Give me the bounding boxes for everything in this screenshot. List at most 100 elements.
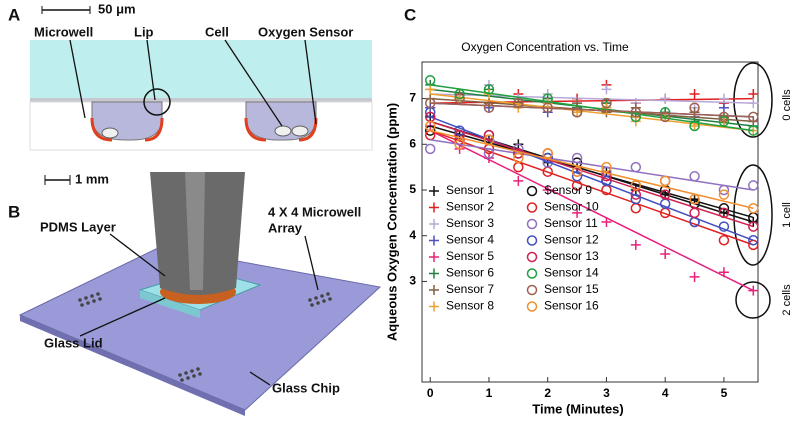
- legend-entry: Sensor 15: [526, 282, 599, 296]
- legend-entry: Sensor 16: [526, 299, 599, 313]
- point: [659, 175, 671, 187]
- legend-marker: [526, 284, 538, 296]
- y-axis-label: Aqueous Oxygen Concentration (ppm): [384, 103, 399, 341]
- point: [748, 239, 759, 251]
- legend-entry: Sensor 9: [526, 183, 592, 197]
- panel-label: A: [8, 5, 20, 24]
- legend-marker: [526, 202, 538, 213]
- point: [689, 120, 700, 132]
- label: Glass Chip: [272, 380, 340, 395]
- point: [660, 93, 671, 104]
- point: [718, 189, 730, 200]
- chart-title: Oxygen Concentration vs. Time: [461, 40, 629, 54]
- fit-line: [429, 129, 754, 292]
- point: [425, 84, 436, 95]
- legend-entry: Sensor 4: [429, 233, 494, 247]
- legend-label: Sensor 9: [544, 183, 592, 197]
- legend-label: Sensor 3: [446, 216, 494, 230]
- point: [424, 120, 436, 132]
- legend-label: Sensor 10: [544, 200, 599, 214]
- pointers: [69, 39, 317, 127]
- point: [689, 207, 700, 219]
- point: [483, 129, 495, 141]
- legend-entry: Sensor 14: [526, 266, 599, 280]
- point: [630, 161, 642, 173]
- y-tick-label: 4: [409, 228, 416, 242]
- fit-line: [430, 138, 754, 191]
- x-axis-label: Time (Minutes): [532, 401, 624, 416]
- series: [424, 93, 759, 123]
- y-tick-label: 7: [409, 91, 416, 105]
- point: [718, 102, 729, 113]
- legend-label: Sensor 4: [446, 233, 494, 247]
- point: [483, 102, 495, 113]
- fit-line: [430, 84, 754, 132]
- legend-entry: Sensor 3: [429, 216, 494, 230]
- sensor: [244, 117, 267, 142]
- x-tick-label: 2: [544, 386, 551, 400]
- y-tick-label: 3: [409, 274, 416, 288]
- point: [660, 249, 671, 259]
- legend-label: Sensor 7: [446, 282, 494, 296]
- point: [601, 161, 612, 173]
- cell: [274, 125, 292, 137]
- legend-marker: [429, 268, 439, 279]
- point: [748, 235, 759, 246]
- legend-marker: [429, 235, 439, 246]
- legend-marker: [429, 202, 439, 213]
- point: [630, 239, 641, 250]
- point: [454, 139, 465, 150]
- series: [424, 120, 759, 214]
- legend-entry: Sensor 1: [429, 183, 494, 197]
- point: [571, 107, 583, 118]
- x-tick-label: 0: [427, 386, 434, 400]
- x-tick-label: 5: [721, 386, 728, 400]
- legend-entry: Sensor 5: [429, 249, 494, 263]
- legend-marker: [526, 235, 538, 246]
- point: [689, 271, 700, 282]
- legend-label: Sensor 8: [446, 299, 494, 313]
- label: 4 X 4 Microwell: [268, 204, 361, 219]
- point: [718, 111, 730, 123]
- panel-label: C: [404, 5, 416, 24]
- pointers: [79, 233, 319, 386]
- legend-label: Sensor 5: [446, 249, 494, 263]
- sensor: [144, 117, 164, 142]
- point: [601, 97, 612, 109]
- legend-label: Sensor 16: [544, 299, 599, 313]
- point: [424, 143, 436, 155]
- legend-label: Sensor 11: [544, 216, 598, 230]
- scale-label: 50 μm: [98, 1, 136, 16]
- well-arrays: [78, 249, 332, 382]
- label: Lip: [134, 24, 154, 39]
- legend-label: Sensor 14: [544, 266, 599, 280]
- legend-marker: [526, 301, 538, 312]
- legend-label: Sensor 2: [446, 200, 494, 214]
- point: [513, 175, 524, 186]
- legend-entry: Sensor 7: [429, 282, 494, 296]
- scale-label: 1 mm: [75, 171, 109, 186]
- legend-marker: [429, 252, 439, 262]
- point: [483, 84, 495, 95]
- point: [454, 93, 465, 104]
- sensor: [90, 117, 113, 142]
- point: [572, 98, 583, 109]
- substrate: [29, 101, 373, 151]
- legend-marker: [526, 218, 538, 230]
- point: [689, 171, 700, 182]
- y-tick-label: 5: [409, 182, 416, 196]
- panel-b: B 1 mm PDMS Layer 4 X 4 Microwell Array …: [8, 171, 382, 416]
- legend-label: Sensor 1: [446, 183, 494, 197]
- legend-entry: Sensor 6: [429, 266, 494, 280]
- panel-label: B: [8, 202, 20, 221]
- label: Cell: [205, 24, 229, 39]
- label: PDMS Layer: [40, 219, 116, 234]
- legend-marker: [526, 268, 538, 279]
- legend-label: Sensor 12: [544, 233, 599, 247]
- point: [571, 166, 583, 177]
- x-tick-label: 3: [603, 386, 610, 400]
- chip-edge: [20, 315, 245, 416]
- point: [513, 97, 524, 109]
- cell: [291, 125, 309, 137]
- x-tick-label: 1: [486, 386, 493, 400]
